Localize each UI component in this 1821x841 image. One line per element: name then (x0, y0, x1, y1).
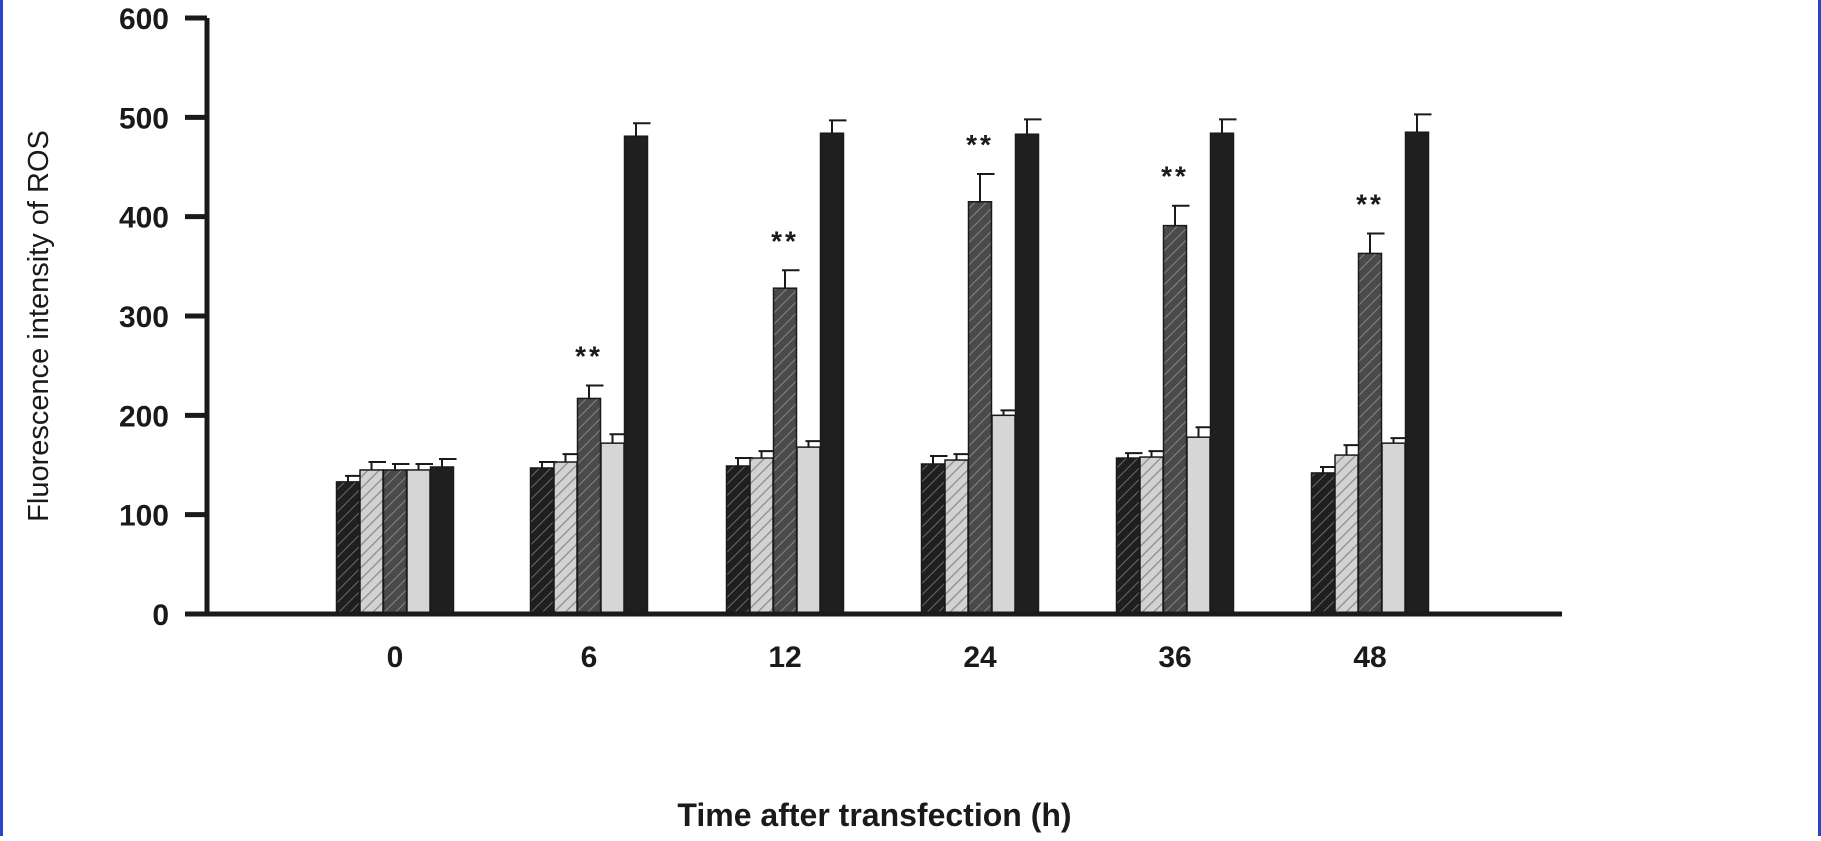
x-tick-label: 36 (1158, 641, 1191, 674)
bar (623, 135, 649, 615)
y-tick-label: 200 (119, 400, 169, 433)
bar (991, 414, 1016, 615)
bar (944, 459, 969, 615)
bar (1381, 442, 1406, 615)
significance-marker: ** (771, 225, 799, 256)
bar (1310, 472, 1336, 615)
x-axis-title: Time after transfection (h) (677, 797, 1071, 833)
frame-edge-left (0, 0, 3, 836)
bar (920, 463, 946, 615)
bar (429, 466, 455, 615)
y-tick-label: 300 (119, 301, 169, 334)
significance-marker: ** (1161, 161, 1189, 192)
bar (1334, 454, 1359, 615)
bar (1404, 131, 1430, 615)
significance-marker: ** (1356, 189, 1384, 220)
bar (967, 201, 993, 615)
significance-layer: ** ** ** ** ** (575, 129, 1384, 372)
bar (406, 469, 431, 615)
bars-layer (335, 113, 1432, 615)
bar (1209, 132, 1235, 615)
bar (1014, 133, 1040, 615)
bar (1115, 457, 1141, 615)
bar (749, 457, 774, 615)
y-tick-label: 500 (119, 102, 169, 135)
bar (1186, 436, 1211, 615)
y-tick-label: 0 (152, 599, 169, 632)
bar (382, 469, 408, 615)
bar (1162, 224, 1188, 615)
frame-edge-right (1818, 0, 1821, 836)
y-axis-title: Fluorescence intensity of ROS (23, 130, 55, 522)
significance-marker: ** (966, 129, 994, 160)
bar (1139, 456, 1164, 615)
x-tick-label: 0 (387, 641, 404, 674)
x-tick-label: 24 (963, 641, 997, 674)
bar (553, 461, 578, 615)
bar (529, 467, 555, 615)
bar (600, 442, 625, 615)
x-tick-label: 6 (581, 641, 598, 674)
x-tick-label: 12 (768, 641, 801, 674)
bar (819, 132, 845, 615)
bar (359, 469, 384, 615)
x-tick-label: 48 (1353, 641, 1386, 674)
bar (772, 287, 798, 615)
bar (576, 397, 602, 615)
y-tick-label: 100 (119, 500, 169, 533)
bar (1357, 252, 1383, 615)
bar (335, 481, 361, 615)
bar (725, 465, 751, 615)
bar (796, 446, 821, 615)
y-tick-label: 400 (119, 202, 169, 235)
y-tick-label: 600 (119, 3, 169, 36)
significance-marker: ** (575, 341, 603, 372)
x-axis-ticks: 0 6 12 24 36 48 (387, 641, 1387, 674)
y-axis-ticks: 0 100 200 300 400 500 600 (119, 3, 207, 632)
